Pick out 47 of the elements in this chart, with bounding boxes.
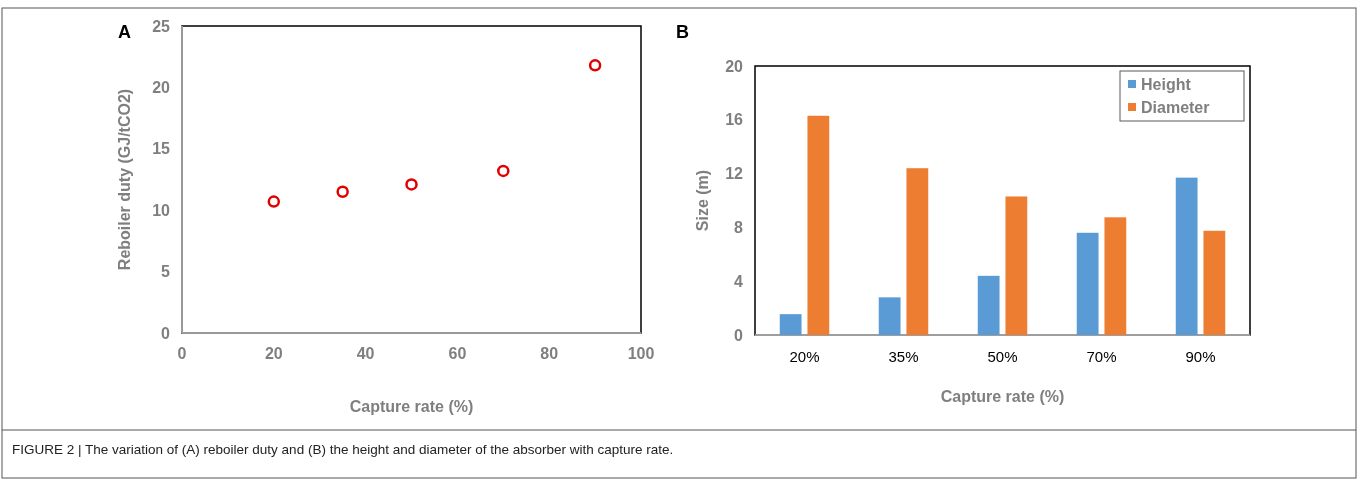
point [588,59,602,72]
x-tick-label: 80 [540,345,559,362]
bar [1175,177,1198,335]
y-tick-label: 10 [152,201,171,219]
x-tick-label: 35% [888,348,919,365]
chart-title: B [676,22,689,42]
point [497,164,510,178]
y-tick-label: 12 [725,165,744,183]
x-tick-label: 70% [1086,348,1117,365]
legend-label: Height [1141,75,1192,93]
x-tick-label: 20 [264,345,283,362]
bar [779,314,802,335]
y-tick-label: 25 [152,17,171,35]
bar [878,297,901,335]
x-tick-label: 60 [448,345,467,362]
x-tick-label: 90% [1185,348,1216,365]
x-tick-label: 100 [627,345,655,362]
x-axis-title: Capture rate (%) [940,388,1065,405]
bar [906,168,929,335]
y-axis-title: Size (m) [694,169,711,232]
bar [1005,196,1028,335]
y-tick-label: 4 [734,272,744,290]
x-axis-title: Capture rate (%) [349,398,474,415]
y-tick-label: 15 [152,140,171,158]
y-tick-label: 16 [725,111,744,129]
bar [807,115,830,335]
y-axis-title: Reboiler duty (GJ/tCO2) [116,88,133,271]
y-tick-label: 5 [161,263,171,281]
point [267,195,281,208]
point [336,185,349,199]
y-tick-label: 20 [152,79,171,96]
y-tick-label: 0 [161,324,171,342]
x-tick-label: 0 [177,345,187,362]
point [405,178,418,191]
caption: FIGURE 2 | The variation of (A) reboiler duty and (B) the height and diameter of the absorber with capture rate. [12,442,674,457]
legend-label: Diameter [1141,98,1210,116]
y-tick-label: 8 [734,219,744,236]
x-tick-label: 40 [356,345,375,362]
x-tick-label: 50% [987,348,1018,365]
bar [1076,232,1099,335]
y-tick-label: 0 [734,326,744,344]
bar [977,275,1000,335]
x-tick-label: 20% [789,348,820,365]
bar [1203,230,1226,335]
bar [1104,217,1127,335]
chart-title: A [118,22,131,42]
y-tick-label: 20 [725,57,744,75]
